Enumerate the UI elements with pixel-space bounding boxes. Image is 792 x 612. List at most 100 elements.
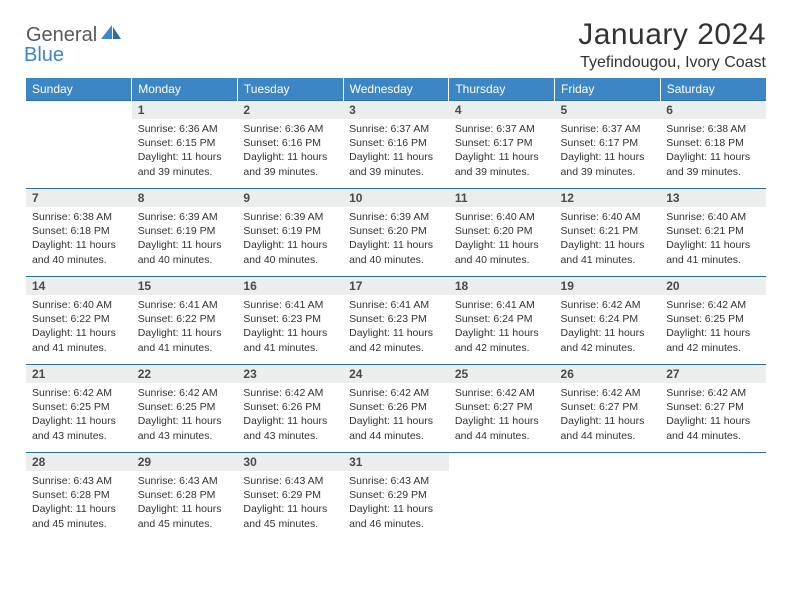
day-detail-line: Sunset: 6:29 PM (243, 488, 337, 502)
day-details: Sunrise: 6:39 AMSunset: 6:19 PMDaylight:… (132, 207, 238, 271)
day-number: 3 (343, 101, 449, 119)
calendar-day-cell: 30Sunrise: 6:43 AMSunset: 6:29 PMDayligh… (237, 453, 343, 541)
day-detail-line: Daylight: 11 hours (32, 502, 126, 516)
calendar-day-cell: 29Sunrise: 6:43 AMSunset: 6:28 PMDayligh… (132, 453, 238, 541)
day-details: Sunrise: 6:41 AMSunset: 6:23 PMDaylight:… (343, 295, 449, 359)
day-detail-line: Sunset: 6:22 PM (138, 312, 232, 326)
day-details: Sunrise: 6:43 AMSunset: 6:28 PMDaylight:… (132, 471, 238, 535)
day-detail-line: and 40 minutes. (32, 253, 126, 267)
day-detail-line: Sunset: 6:28 PM (32, 488, 126, 502)
day-detail-line: Daylight: 11 hours (243, 414, 337, 428)
day-number: 31 (343, 453, 449, 471)
day-detail-line: Sunset: 6:27 PM (666, 400, 760, 414)
day-detail-line: Sunset: 6:24 PM (455, 312, 549, 326)
day-number: 7 (26, 189, 132, 207)
day-detail-line: Sunrise: 6:43 AM (243, 474, 337, 488)
day-details: Sunrise: 6:40 AMSunset: 6:21 PMDaylight:… (660, 207, 766, 271)
day-detail-line: Daylight: 11 hours (455, 414, 549, 428)
day-detail-line: and 42 minutes. (666, 341, 760, 355)
calendar-table: SundayMondayTuesdayWednesdayThursdayFrid… (26, 78, 766, 541)
day-details: Sunrise: 6:37 AMSunset: 6:16 PMDaylight:… (343, 119, 449, 183)
day-detail-line: Sunrise: 6:40 AM (455, 210, 549, 224)
day-details: Sunrise: 6:42 AMSunset: 6:26 PMDaylight:… (237, 383, 343, 447)
day-detail-line: Sunset: 6:23 PM (243, 312, 337, 326)
calendar-page: General January 2024 Tyefindougou, Ivory… (0, 0, 792, 541)
day-detail-line: Daylight: 11 hours (138, 326, 232, 340)
day-detail-line: Sunset: 6:25 PM (666, 312, 760, 326)
calendar-day-cell: 25 Sunrise: 6:42 AMSunset: 6:27 PMDayligh… (449, 365, 555, 453)
weekday-header: Wednesday (343, 78, 449, 101)
day-detail-line: Daylight: 11 hours (243, 238, 337, 252)
day-detail-line: and 42 minutes. (349, 341, 443, 355)
day-number: 16 (237, 277, 343, 295)
day-detail-line: and 41 minutes. (666, 253, 760, 267)
day-detail-line: Daylight: 11 hours (455, 150, 549, 164)
day-detail-line: Daylight: 11 hours (32, 414, 126, 428)
day-detail-line: Sunrise: 6:41 AM (455, 298, 549, 312)
day-detail-line: Daylight: 11 hours (32, 326, 126, 340)
calendar-day-cell: 10Sunrise: 6:39 AMSunset: 6:20 PMDayligh… (343, 189, 449, 277)
day-number: 18 (449, 277, 555, 295)
day-detail-line: Sunset: 6:18 PM (666, 136, 760, 150)
calendar-day-cell: 13Sunrise: 6:40 AMSunset: 6:21 PMDayligh… (660, 189, 766, 277)
day-detail-line: Sunset: 6:25 PM (138, 400, 232, 414)
day-detail-line: and 39 minutes. (561, 165, 655, 179)
day-number: 25 (449, 365, 555, 383)
day-detail-line: Sunrise: 6:37 AM (455, 122, 549, 136)
day-detail-line: Daylight: 11 hours (243, 326, 337, 340)
day-details: Sunrise: 6:42 AMSunset: 6:27 PMDaylight:… (660, 383, 766, 447)
day-number: 10 (343, 189, 449, 207)
day-details: Sunrise: 6:42 AMSunset: 6:27 PMDaylight:… (555, 383, 661, 447)
day-detail-line: and 42 minutes. (455, 341, 549, 355)
day-number: 1 (132, 101, 238, 119)
day-detail-line: and 41 minutes. (32, 341, 126, 355)
day-detail-line: Sunrise: 6:40 AM (561, 210, 655, 224)
day-detail-line: Sunrise: 6:39 AM (138, 210, 232, 224)
day-detail-line: Sunrise: 6:42 AM (455, 386, 549, 400)
day-detail-line: Daylight: 11 hours (138, 238, 232, 252)
day-number: 19 (555, 277, 661, 295)
calendar-day-cell: 11Sunrise: 6:40 AMSunset: 6:20 PMDayligh… (449, 189, 555, 277)
calendar-day-cell: 28Sunrise: 6:43 AMSunset: 6:28 PMDayligh… (26, 453, 132, 541)
day-number: 27 (660, 365, 766, 383)
calendar-day-cell: 14Sunrise: 6:40 AMSunset: 6:22 PMDayligh… (26, 277, 132, 365)
day-detail-line: and 46 minutes. (349, 517, 443, 531)
location-label: Tyefindougou, Ivory Coast (578, 54, 766, 72)
day-detail-line: Sunrise: 6:37 AM (561, 122, 655, 136)
brand-text-blue: Blue (24, 44, 64, 66)
calendar-day-cell: 21Sunrise: 6:42 AMSunset: 6:25 PMDayligh… (26, 365, 132, 453)
calendar-week-row: 7Sunrise: 6:38 AMSunset: 6:18 PMDaylight… (26, 189, 766, 277)
day-detail-line: Daylight: 11 hours (561, 414, 655, 428)
day-detail-line: Sunrise: 6:41 AM (349, 298, 443, 312)
day-number: 8 (132, 189, 238, 207)
header: General January 2024 Tyefindougou, Ivory… (26, 18, 766, 72)
day-detail-line: Sunrise: 6:42 AM (666, 298, 760, 312)
day-detail-line: Sunset: 6:23 PM (349, 312, 443, 326)
day-detail-line: Sunrise: 6:40 AM (666, 210, 760, 224)
day-detail-line: Sunrise: 6:37 AM (349, 122, 443, 136)
day-number: 9 (237, 189, 343, 207)
day-detail-line: Sunrise: 6:43 AM (349, 474, 443, 488)
day-number: 17 (343, 277, 449, 295)
day-detail-line: Daylight: 11 hours (243, 502, 337, 516)
day-number: 21 (26, 365, 132, 383)
calendar-day-cell: 18Sunrise: 6:41 AMSunset: 6:24 PMDayligh… (449, 277, 555, 365)
day-detail-line: Sunrise: 6:39 AM (349, 210, 443, 224)
day-detail-line: Sunset: 6:29 PM (349, 488, 443, 502)
day-details: Sunrise: 6:40 AMSunset: 6:22 PMDaylight:… (26, 295, 132, 359)
day-detail-line: Sunrise: 6:41 AM (243, 298, 337, 312)
day-detail-line: Sunset: 6:27 PM (455, 400, 549, 414)
day-details: Sunrise: 6:43 AMSunset: 6:28 PMDaylight:… (26, 471, 132, 535)
weekday-header: Friday (555, 78, 661, 101)
day-detail-line: Daylight: 11 hours (349, 238, 443, 252)
calendar-day-cell (660, 453, 766, 541)
day-details: Sunrise: 6:41 AMSunset: 6:23 PMDaylight:… (237, 295, 343, 359)
weekday-header: Sunday (26, 78, 132, 101)
calendar-day-cell: 12Sunrise: 6:40 AMSunset: 6:21 PMDayligh… (555, 189, 661, 277)
calendar-day-cell: 7Sunrise: 6:38 AMSunset: 6:18 PMDaylight… (26, 189, 132, 277)
day-detail-line: Sunrise: 6:42 AM (561, 298, 655, 312)
calendar-day-cell: 8Sunrise: 6:39 AMSunset: 6:19 PMDaylight… (132, 189, 238, 277)
day-detail-line: Sunset: 6:25 PM (32, 400, 126, 414)
day-detail-line: Daylight: 11 hours (349, 414, 443, 428)
calendar-day-cell: 1Sunrise: 6:36 AMSunset: 6:15 PMDaylight… (132, 101, 238, 189)
